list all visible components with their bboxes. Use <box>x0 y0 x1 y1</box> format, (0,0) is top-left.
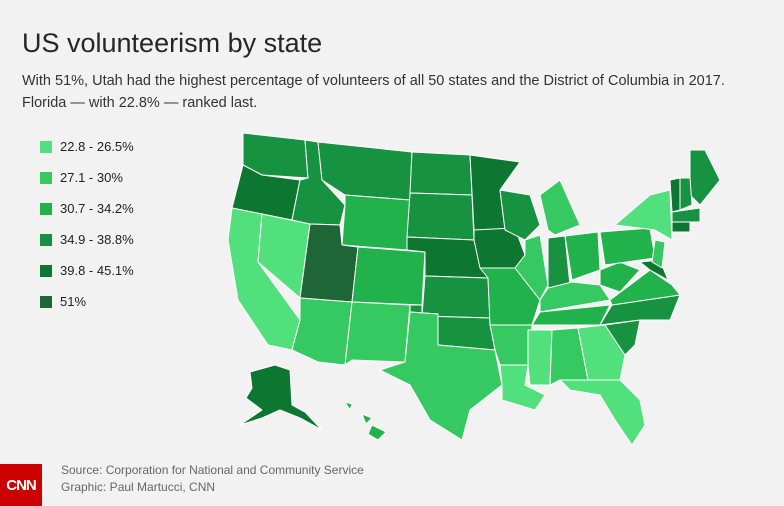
legend-item: 39.8 - 45.1% <box>40 255 134 286</box>
state <box>531 304 611 326</box>
legend-swatch <box>40 295 52 308</box>
state <box>651 239 666 269</box>
state <box>577 324 626 381</box>
state <box>499 189 541 241</box>
legend-swatch <box>40 171 52 184</box>
title: US volunteerism by state <box>22 28 323 58</box>
legend-item: 27.1 - 30% <box>40 162 134 193</box>
legend: 22.8 - 26.5% 27.1 - 30% 30.7 - 34.2% 34.9 -… <box>40 131 134 317</box>
state <box>599 227 656 266</box>
legend-swatch <box>40 202 52 215</box>
state <box>344 401 353 411</box>
logo: CNN <box>0 464 42 506</box>
state <box>679 177 693 211</box>
state <box>564 231 601 281</box>
state <box>609 269 681 306</box>
state <box>367 424 387 441</box>
state <box>689 149 721 206</box>
legend-item: 22.8 - 26.5% <box>40 131 134 162</box>
state <box>242 132 309 179</box>
legend-label: 27.1 - 30% <box>60 170 123 185</box>
legend-item: 30.7 - 34.2% <box>40 193 134 224</box>
source: Source: Corporation for National and Com… <box>61 463 364 477</box>
state <box>406 192 475 241</box>
state <box>539 179 581 236</box>
state <box>527 329 553 386</box>
state <box>614 189 673 241</box>
state <box>341 194 411 251</box>
state <box>499 364 546 411</box>
legend-label: 30.7 - 34.2% <box>60 201 134 216</box>
legend-label: 51% <box>60 294 87 309</box>
state <box>671 207 701 223</box>
state <box>361 413 373 425</box>
legend-item: 34.9 - 38.8% <box>40 224 134 255</box>
footer: Source: Corporation for National and Com… <box>61 462 364 496</box>
state <box>291 297 353 366</box>
credit: Graphic: Paul Martucci, CNN <box>61 480 216 494</box>
legend-swatch <box>40 264 52 277</box>
state <box>599 294 681 326</box>
legend-swatch <box>40 233 52 246</box>
state <box>421 275 491 319</box>
legend-item: 51% <box>40 286 134 317</box>
state <box>351 246 426 306</box>
state <box>559 379 646 446</box>
state <box>344 301 411 366</box>
state <box>671 221 691 233</box>
legend-label: 39.8 - 45.1% <box>60 263 134 278</box>
state <box>669 177 681 213</box>
state <box>379 311 503 441</box>
legend-label: 22.8 - 26.5% <box>60 139 134 154</box>
legend-label: 34.9 - 38.8% <box>60 232 134 247</box>
legend-swatch <box>40 140 52 153</box>
subtitle: With 51%, Utah had the highest percentag… <box>22 73 725 111</box>
state <box>409 151 473 196</box>
state <box>239 364 323 431</box>
